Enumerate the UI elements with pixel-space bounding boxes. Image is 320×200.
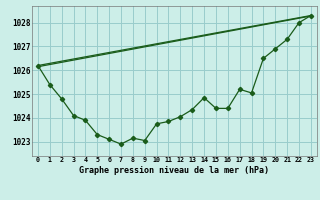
X-axis label: Graphe pression niveau de la mer (hPa): Graphe pression niveau de la mer (hPa) <box>79 166 269 175</box>
